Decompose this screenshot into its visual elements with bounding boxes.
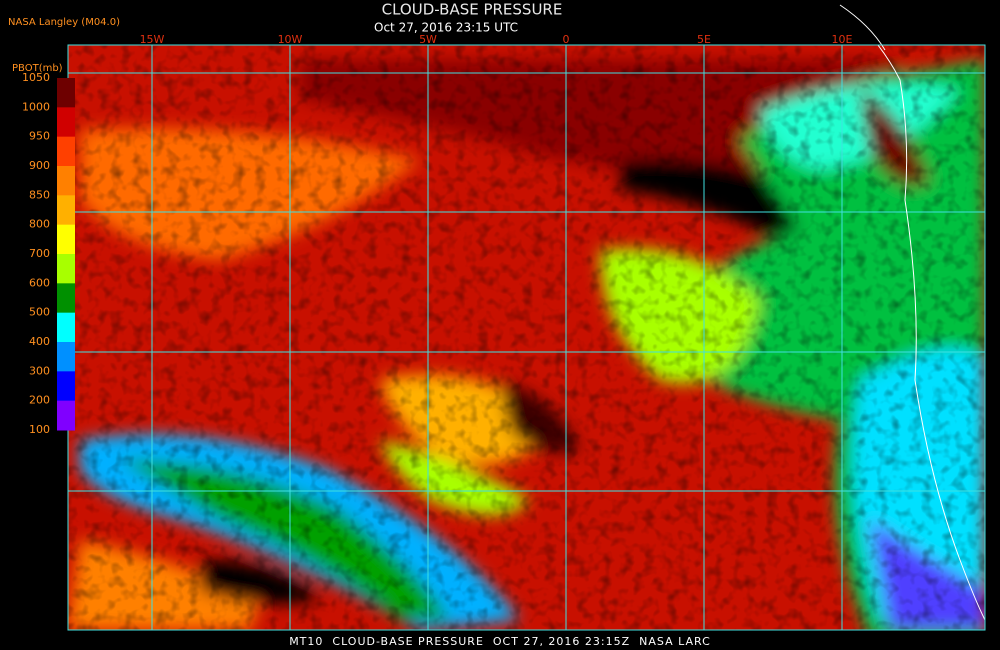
map-datetime: Oct 27, 2016 23:15 UTC (374, 21, 518, 35)
colorbar-tick-label: 100 (29, 423, 50, 436)
satellite-image (68, 45, 985, 630)
longitude-label: 15W (140, 33, 165, 46)
longitude-label: 0 (563, 33, 570, 46)
colorbar-tick-label: 800 (29, 218, 50, 231)
source-label: NASA Langley (M04.0) (8, 17, 120, 28)
colorbar-tick-label: 700 (29, 247, 50, 260)
colorbar-tick-label: 900 (29, 159, 50, 172)
colorbar-swatch (57, 136, 75, 167)
coastline (877, 45, 985, 621)
colorbar-tick-label: 850 (29, 188, 50, 201)
longitude-label: 5W (419, 33, 437, 46)
colorbar-tick-label: 200 (29, 394, 50, 407)
map-title: CLOUD-BASE PRESSURE (382, 1, 563, 19)
colorbar-tick-label: 300 (29, 364, 50, 377)
colorbar-tick-label: 1050 (22, 71, 50, 84)
colorbar-swatch (57, 400, 75, 431)
colorbar-swatch (57, 283, 75, 314)
colorbar-swatch (57, 342, 75, 372)
colorbar-tick-label: 950 (29, 130, 50, 143)
colorbar: 1050 1000 950 900 850 800 700 600 500 400 300 200 10… (22, 71, 75, 436)
graticule (68, 45, 985, 630)
colorbar-tick-label: 1000 (22, 100, 50, 113)
colorbar-swatch (57, 371, 75, 402)
colorbar-swatch (57, 224, 75, 255)
colorbar-swatch (57, 254, 75, 284)
longitude-label: 5E (697, 33, 711, 46)
colorbar-swatch (57, 107, 75, 138)
colorbar-tick-label: 500 (29, 306, 50, 319)
colorbar-tick-label: 600 (29, 276, 50, 289)
colorbar-title: PBOT(mb) (12, 63, 63, 74)
longitude-label: 10E (832, 33, 853, 46)
footer: MT10 CLOUD-BASE PRESSURE OCT 27, 2016 23… (289, 635, 711, 648)
colorbar-tick-label: 400 (29, 335, 50, 348)
colorbar-swatch (57, 312, 75, 343)
longitude-label: 10W (278, 33, 303, 46)
longitude-labels: 15W 10W 5W 0 5E 10E (140, 33, 853, 46)
colorbar-swatch (57, 195, 75, 226)
colorbar-swatch (57, 166, 75, 196)
colorbar-swatch (57, 78, 75, 108)
